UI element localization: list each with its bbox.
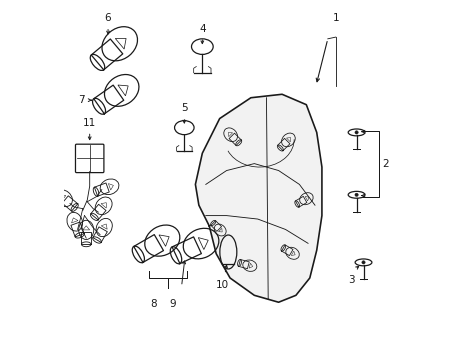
Text: 4: 4: [199, 24, 206, 34]
Circle shape: [355, 193, 358, 197]
Text: 1: 1: [332, 13, 339, 23]
Text: 6: 6: [105, 13, 111, 23]
Circle shape: [362, 261, 365, 264]
Circle shape: [355, 131, 358, 134]
Text: 3: 3: [348, 275, 355, 285]
Text: 8: 8: [151, 299, 157, 309]
Text: 10: 10: [216, 280, 229, 290]
Text: 7: 7: [79, 95, 85, 105]
Text: 11: 11: [83, 118, 96, 128]
Text: 5: 5: [181, 103, 188, 113]
Text: 9: 9: [170, 299, 176, 309]
Polygon shape: [195, 94, 322, 302]
Text: 2: 2: [383, 159, 389, 168]
